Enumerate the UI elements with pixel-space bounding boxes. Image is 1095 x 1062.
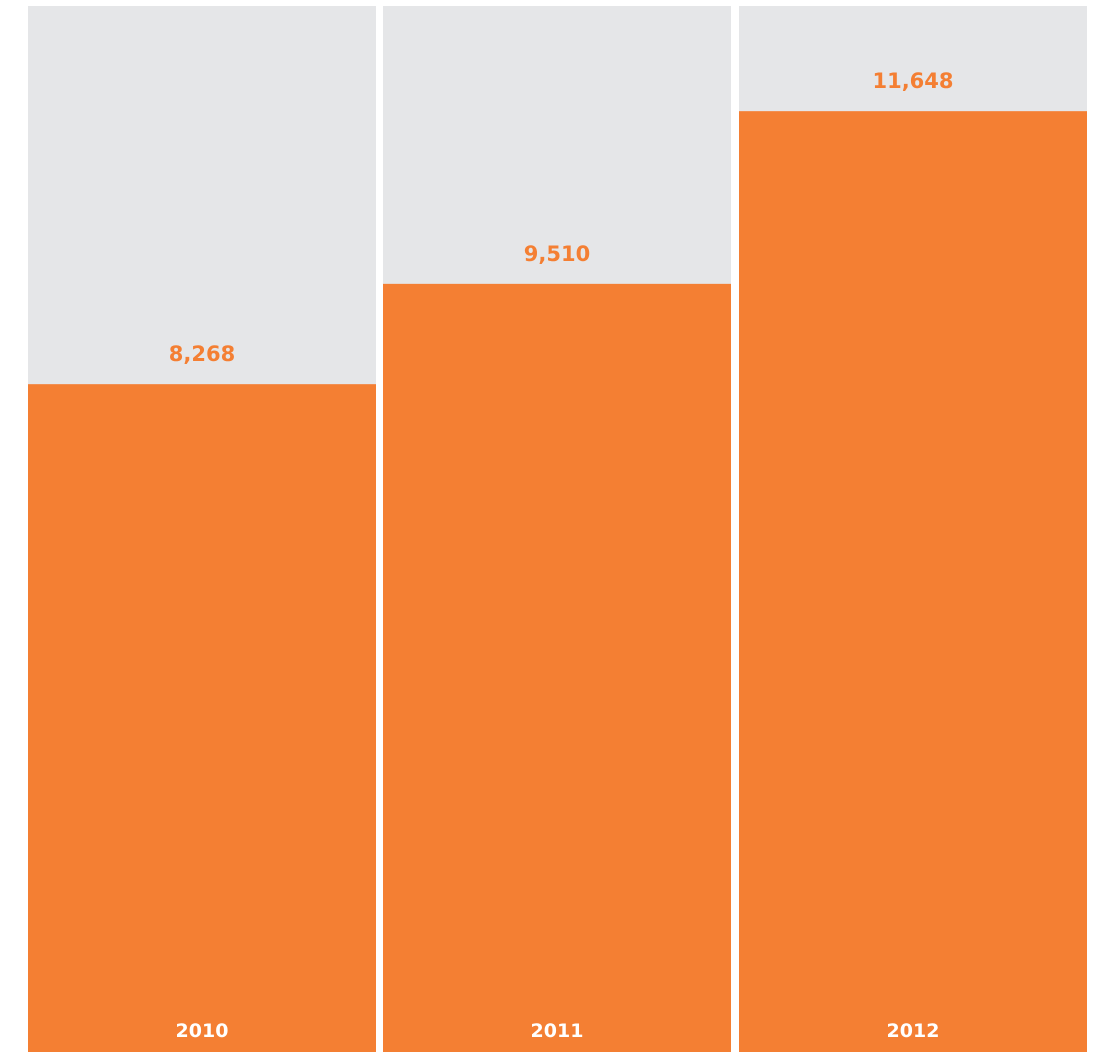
category-label-2011: 2011 (531, 1020, 584, 1042)
bar-column-2012: 11,648 2012 (739, 6, 1087, 1052)
category-label-2010: 2010 (176, 1020, 229, 1042)
data-label-2010: 8,268 (169, 342, 235, 366)
data-label-2011: 9,510 (524, 242, 590, 266)
bar-2011 (383, 283, 731, 1052)
bar-column-2011: 9,510 2011 (383, 6, 731, 1052)
category-label-2012: 2012 (887, 1020, 940, 1042)
bar-2010 (28, 384, 376, 1053)
bar-2012 (739, 111, 1087, 1052)
bar-column-2010: 8,268 2010 (28, 6, 376, 1053)
data-label-2012: 11,648 (872, 69, 953, 93)
